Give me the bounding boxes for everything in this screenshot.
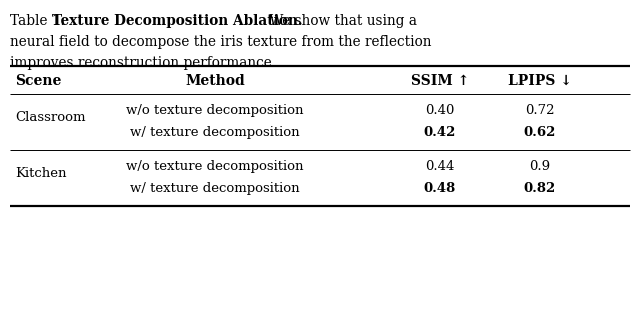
Text: 0.62: 0.62: [524, 126, 556, 139]
Text: 0.42: 0.42: [424, 126, 456, 139]
Text: w/o texture decomposition: w/o texture decomposition: [126, 104, 304, 117]
Text: Scene: Scene: [15, 74, 61, 88]
Text: LPIPS ↓: LPIPS ↓: [508, 74, 572, 88]
Text: neural field to decompose the iris texture from the reflection: neural field to decompose the iris textu…: [10, 35, 431, 49]
Text: w/o texture decomposition: w/o texture decomposition: [126, 160, 304, 173]
Text: 0.48: 0.48: [424, 182, 456, 195]
Text: Texture Decomposition Ablation.: Texture Decomposition Ablation.: [52, 14, 303, 28]
Text: improves reconstruction performance.: improves reconstruction performance.: [10, 56, 276, 70]
Text: 0.40: 0.40: [426, 104, 454, 117]
Text: Table 1.: Table 1.: [10, 14, 69, 28]
Text: 0.82: 0.82: [524, 182, 556, 195]
Text: SSIM ↑: SSIM ↑: [411, 74, 469, 88]
Text: We show that using a: We show that using a: [265, 14, 417, 28]
Text: w/ texture decomposition: w/ texture decomposition: [130, 182, 300, 195]
Text: 0.44: 0.44: [426, 160, 454, 173]
Text: Method: Method: [185, 74, 245, 88]
Text: 0.9: 0.9: [529, 160, 550, 173]
Text: w/ texture decomposition: w/ texture decomposition: [130, 126, 300, 139]
Text: Kitchen: Kitchen: [15, 167, 67, 180]
Text: Classroom: Classroom: [15, 111, 86, 124]
Text: 0.72: 0.72: [525, 104, 555, 117]
